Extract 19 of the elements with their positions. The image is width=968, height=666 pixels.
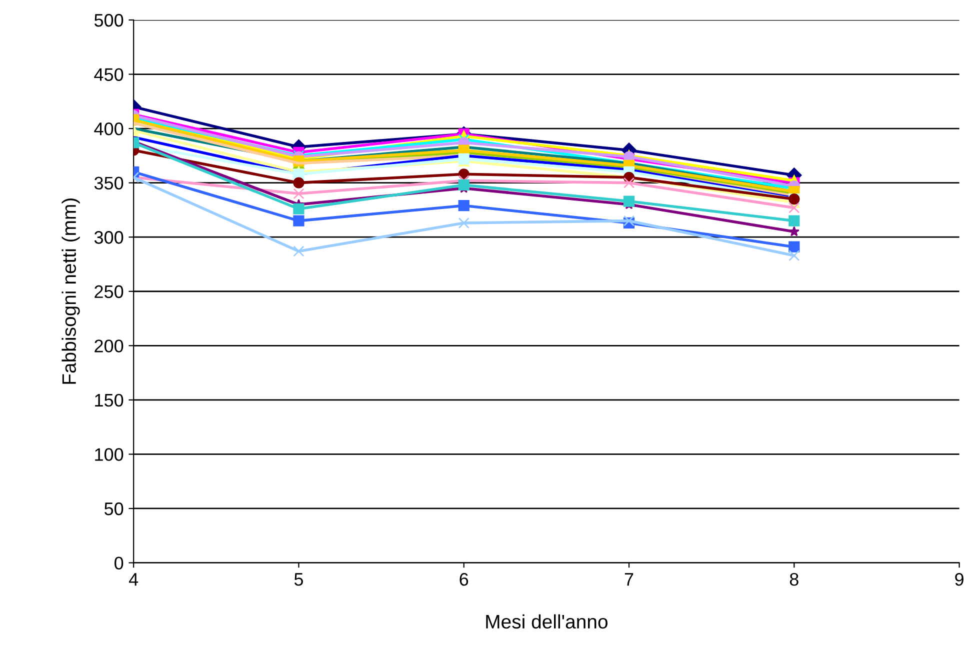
y-tick-label: 200 (94, 340, 124, 352)
y-tick-label: 250 (94, 285, 124, 298)
y-tick-label: 350 (94, 176, 124, 190)
x-tick-label: 7 (624, 573, 634, 586)
x-tick-label: 4 (128, 573, 138, 586)
y-tick-label: 500 (94, 14, 124, 27)
y-axis-title: Fabbisogni netti (mm) (62, 198, 80, 384)
y-tick-label: 150 (95, 394, 124, 407)
y-tick-label: 0 (114, 556, 124, 570)
x-tick-label: 5 (294, 573, 303, 586)
y-tick-label: 450 (94, 68, 124, 81)
x-axis-title: Mesi dell'anno (486, 614, 608, 629)
y-tick-label: 300 (94, 231, 124, 244)
x-tick-label: 8 (790, 572, 798, 586)
y-tick-label: 100 (95, 448, 124, 461)
x-tick-label: 9 (955, 572, 964, 586)
x-tick-label: 6 (460, 572, 468, 586)
y-tick-label: 50 (104, 502, 124, 516)
y-tick-label: 400 (94, 122, 124, 136)
